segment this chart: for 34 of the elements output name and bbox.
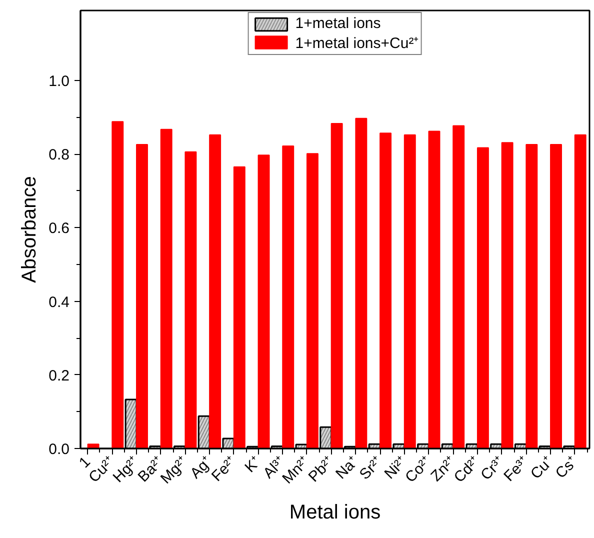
bar [306, 153, 318, 448]
bar [160, 128, 172, 448]
bar [550, 144, 562, 448]
bar [574, 134, 586, 448]
y-tick-label: 0.8 [48, 146, 70, 164]
y-axis-title: Absorbance [18, 176, 41, 283]
bar [452, 125, 465, 448]
x-tick-label: 1 [76, 453, 94, 472]
bar [184, 151, 197, 448]
bar [330, 122, 343, 448]
bar [87, 444, 100, 448]
bar [404, 134, 416, 448]
x-tick-label: K⁺ [242, 453, 264, 476]
bar [428, 130, 440, 448]
y-tick-label: 0.2 [48, 367, 70, 384]
bar [380, 132, 392, 448]
bar [112, 121, 124, 448]
legend-label: 1+metal ions+Cu²⁺ [295, 34, 419, 52]
bar [136, 144, 148, 448]
bar [209, 134, 222, 448]
y-tick-label: 0.0 [48, 441, 70, 458]
bar [282, 145, 294, 448]
legend-label: 1+metal ions [295, 15, 381, 32]
bar [501, 142, 514, 448]
bar [233, 166, 246, 448]
bar [355, 118, 368, 448]
x-axis-title: Metal ions [289, 501, 381, 524]
y-tick-label: 0.6 [48, 220, 70, 238]
bar [258, 154, 270, 448]
y-tick-label: 1.0 [48, 72, 70, 90]
bar [526, 144, 538, 448]
x-tick-label: Fe²⁺ [208, 453, 240, 485]
bar [476, 147, 489, 448]
y-tick-label: 0.4 [48, 294, 70, 311]
